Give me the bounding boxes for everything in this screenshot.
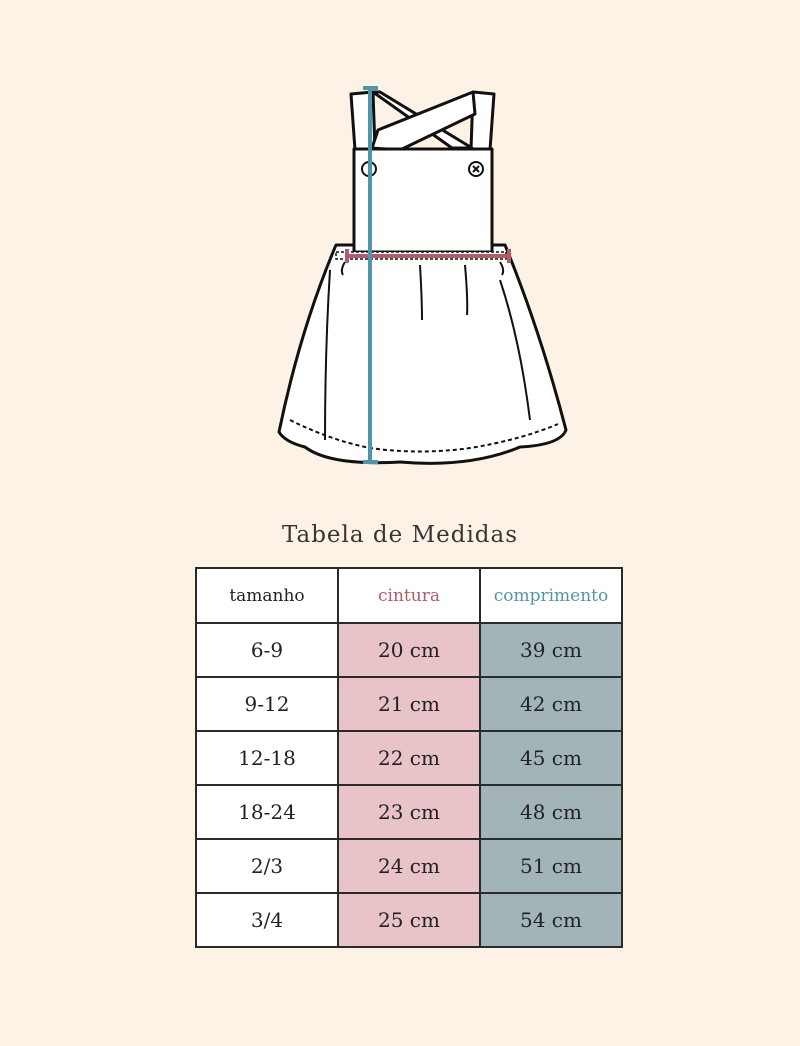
table-row: 12-18 22 cm 45 cm [195, 730, 623, 786]
size-cell: 18-24 [195, 784, 339, 840]
waist-cell: 24 cm [337, 838, 481, 894]
length-cell: 45 cm [479, 730, 623, 786]
waist-cell: 21 cm [337, 676, 481, 732]
table-row: 9-12 21 cm 42 cm [195, 676, 623, 732]
table-row: 2/3 24 cm 51 cm [195, 838, 623, 894]
size-chart-table: tamanho cintura comprimento 6-9 20 cm 39… [195, 567, 623, 948]
header-length: comprimento [479, 567, 623, 624]
size-cell: 3/4 [195, 892, 339, 948]
size-cell: 2/3 [195, 838, 339, 894]
length-measure-line [363, 86, 378, 464]
length-cell: 51 cm [479, 838, 623, 894]
size-cell: 6-9 [195, 622, 339, 678]
size-cell: 12-18 [195, 730, 339, 786]
length-cell: 54 cm [479, 892, 623, 948]
table-header-row: tamanho cintura comprimento [195, 567, 623, 624]
table-row: 18-24 23 cm 48 cm [195, 784, 623, 840]
pinafore-dress-illustration [277, 86, 568, 465]
waist-cell: 25 cm [337, 892, 481, 948]
length-cell: 48 cm [479, 784, 623, 840]
waist-cell: 23 cm [337, 784, 481, 840]
table-row: 3/4 25 cm 54 cm [195, 892, 623, 948]
length-cell: 42 cm [479, 676, 623, 732]
header-size: tamanho [195, 567, 339, 624]
size-cell: 9-12 [195, 676, 339, 732]
length-cell: 39 cm [479, 622, 623, 678]
table-row: 6-9 20 cm 39 cm [195, 622, 623, 678]
waist-cell: 20 cm [337, 622, 481, 678]
header-waist: cintura [337, 567, 481, 624]
waist-measure-line [345, 249, 511, 263]
skirt [277, 243, 568, 465]
page-title: Tabela de Medidas [281, 522, 519, 548]
waist-cell: 22 cm [337, 730, 481, 786]
